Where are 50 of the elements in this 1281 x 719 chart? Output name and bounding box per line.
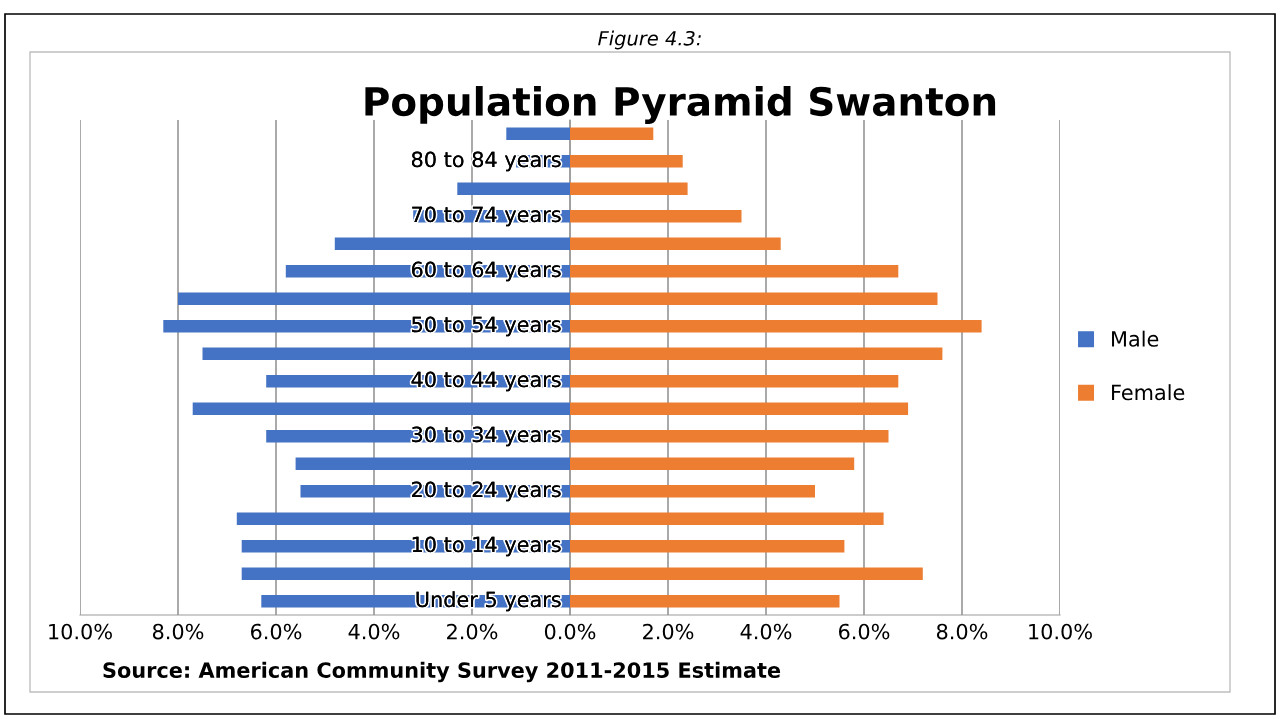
x-tick-label: 0.0% — [544, 623, 596, 640]
y-tick-label: 30 to 34 years — [412, 426, 561, 447]
caption: Figure 4.3: — [598, 30, 701, 50]
bar — [570, 540, 845, 553]
bar — [570, 567, 923, 580]
bar — [334, 237, 570, 250]
x-tick-label: 8.0% — [936, 623, 988, 640]
x-tick-label: 4.0% — [348, 623, 400, 640]
bar — [192, 402, 570, 415]
bar — [570, 320, 982, 333]
bar — [570, 430, 889, 443]
y-tick-label: Under 5 years — [416, 591, 561, 612]
y-tick-label: 50 to 54 years — [412, 316, 561, 337]
bar — [570, 512, 884, 525]
bar — [236, 512, 570, 525]
source-note: Source: American Community Survey 2011-2015 Estimate — [103, 661, 781, 683]
legend-label: Male — [1112, 330, 1159, 347]
x-tick-label: 2.0% — [643, 623, 694, 640]
y-tick-label: 20 to 24 years — [412, 481, 561, 502]
x-tick-label: 8.0% — [152, 623, 204, 640]
bar — [178, 292, 570, 305]
bar — [570, 182, 688, 195]
bar — [570, 265, 899, 278]
bar — [570, 402, 909, 415]
bar — [506, 127, 570, 140]
legend-label: Female — [1112, 384, 1185, 401]
x-tick-label: 2.0% — [447, 623, 498, 640]
x-tick-label: 10.0% — [49, 623, 112, 640]
bar — [570, 292, 938, 305]
y-tick-label: 10 to 14 years — [412, 536, 561, 557]
y-tick-label: 60 to 64 years — [411, 261, 561, 282]
bar — [457, 182, 570, 195]
x-tick-label: 4.0% — [740, 623, 792, 640]
bar — [570, 210, 742, 223]
bar — [241, 567, 570, 580]
bar — [202, 347, 570, 360]
bar — [570, 375, 899, 388]
bar — [570, 155, 683, 168]
x-tick-label: 6.0% — [838, 623, 890, 640]
bar — [570, 347, 943, 360]
bar — [570, 237, 781, 250]
x-tick-label: 10.0% — [1029, 623, 1092, 640]
y-tick-label: 40 to 44 years — [411, 371, 561, 392]
chart-title: Population Pyramid Swanton — [365, 86, 996, 124]
bar — [570, 595, 840, 608]
x-tick-label: 6.0% — [250, 623, 302, 640]
bar — [570, 485, 815, 498]
bar — [295, 457, 570, 470]
bar — [570, 457, 855, 470]
bar — [570, 127, 654, 140]
